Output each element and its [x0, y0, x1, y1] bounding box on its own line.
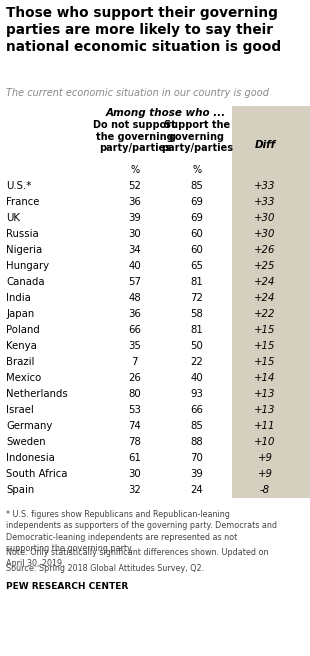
Text: Mexico: Mexico [6, 373, 42, 383]
Text: South Africa: South Africa [6, 469, 68, 479]
Text: -8: -8 [260, 485, 270, 495]
Text: 65: 65 [190, 261, 203, 271]
Text: +15: +15 [254, 357, 276, 367]
Text: 80: 80 [128, 389, 141, 399]
Text: Canada: Canada [6, 277, 45, 287]
Text: Kenya: Kenya [6, 341, 37, 351]
Text: Israel: Israel [6, 405, 34, 415]
Text: 58: 58 [190, 309, 203, 319]
Text: Hungary: Hungary [6, 261, 49, 271]
Text: 88: 88 [190, 437, 203, 447]
Text: +25: +25 [254, 261, 276, 271]
Text: Japan: Japan [6, 309, 34, 319]
Text: +26: +26 [254, 245, 276, 255]
Text: 52: 52 [128, 181, 141, 191]
Text: +11: +11 [254, 421, 276, 431]
Text: 78: 78 [128, 437, 141, 447]
Text: France: France [6, 197, 40, 207]
Text: +30: +30 [254, 213, 276, 223]
Text: +13: +13 [254, 405, 276, 415]
Text: Source: Spring 2018 Global Attitudes Survey, Q2.: Source: Spring 2018 Global Attitudes Sur… [6, 564, 204, 573]
Text: * U.S. figures show Republicans and Republican-leaning
independents as supporter: * U.S. figures show Republicans and Repu… [6, 510, 277, 554]
Text: Note: Only statistically significant differences shown. Updated on
April 30, 201: Note: Only statistically significant dif… [6, 548, 269, 569]
Text: Russia: Russia [6, 229, 39, 239]
Text: +15: +15 [254, 341, 276, 351]
Text: 30: 30 [128, 229, 141, 239]
Text: 93: 93 [190, 389, 203, 399]
Text: 36: 36 [128, 309, 141, 319]
Text: 48: 48 [128, 293, 141, 303]
Text: 39: 39 [190, 469, 203, 479]
Text: 30: 30 [128, 469, 141, 479]
Text: 53: 53 [128, 405, 141, 415]
Text: +10: +10 [254, 437, 276, 447]
Text: 66: 66 [190, 405, 203, 415]
Text: 85: 85 [190, 421, 203, 431]
Text: 35: 35 [128, 341, 141, 351]
Text: 40: 40 [190, 373, 203, 383]
Text: Germany: Germany [6, 421, 53, 431]
Text: U.S.*: U.S.* [6, 181, 32, 191]
Text: +24: +24 [254, 293, 276, 303]
Text: +24: +24 [254, 277, 276, 287]
Text: 40: 40 [128, 261, 141, 271]
Text: 60: 60 [190, 245, 203, 255]
Text: 81: 81 [190, 325, 203, 335]
Text: 22: 22 [190, 357, 203, 367]
Text: +22: +22 [254, 309, 276, 319]
Text: PEW RESEARCH CENTER: PEW RESEARCH CENTER [6, 582, 128, 591]
Text: Support the
governing
party/parties: Support the governing party/parties [161, 120, 233, 154]
Text: UK: UK [6, 213, 20, 223]
Text: 81: 81 [190, 277, 203, 287]
Text: +30: +30 [254, 229, 276, 239]
Text: 57: 57 [128, 277, 141, 287]
Text: Diff: Diff [255, 140, 276, 150]
Text: India: India [6, 293, 31, 303]
Text: 70: 70 [190, 453, 203, 463]
Text: %: % [192, 165, 202, 175]
Text: Do not support
the governing
party/parties: Do not support the governing party/parti… [94, 120, 176, 154]
Text: 50: 50 [190, 341, 203, 351]
Text: 24: 24 [190, 485, 203, 495]
Text: %: % [130, 165, 140, 175]
Text: Those who support their governing
parties are more likely to say their
national : Those who support their governing partie… [6, 6, 281, 54]
Text: Among those who ...: Among those who ... [106, 108, 226, 118]
Text: 69: 69 [190, 213, 203, 223]
Text: 34: 34 [128, 245, 141, 255]
Text: 7: 7 [132, 357, 138, 367]
Text: 32: 32 [128, 485, 141, 495]
Text: 39: 39 [128, 213, 141, 223]
Text: Spain: Spain [6, 485, 34, 495]
Text: Poland: Poland [6, 325, 40, 335]
Text: Nigeria: Nigeria [6, 245, 42, 255]
Text: 85: 85 [190, 181, 203, 191]
Text: 74: 74 [128, 421, 141, 431]
Text: 26: 26 [128, 373, 141, 383]
Text: Brazil: Brazil [6, 357, 35, 367]
Text: 66: 66 [128, 325, 141, 335]
Text: +9: +9 [258, 469, 272, 479]
Text: Indonesia: Indonesia [6, 453, 55, 463]
Text: +14: +14 [254, 373, 276, 383]
Text: Netherlands: Netherlands [6, 389, 68, 399]
Text: +15: +15 [254, 325, 276, 335]
Text: The current economic situation in our country is good: The current economic situation in our co… [6, 88, 269, 98]
Text: +9: +9 [258, 453, 272, 463]
Text: Sweden: Sweden [6, 437, 46, 447]
Text: 61: 61 [128, 453, 141, 463]
Text: 60: 60 [190, 229, 203, 239]
Text: +13: +13 [254, 389, 276, 399]
Text: 72: 72 [190, 293, 203, 303]
Text: 69: 69 [190, 197, 203, 207]
Text: 36: 36 [128, 197, 141, 207]
Text: +33: +33 [254, 197, 276, 207]
Text: +33: +33 [254, 181, 276, 191]
